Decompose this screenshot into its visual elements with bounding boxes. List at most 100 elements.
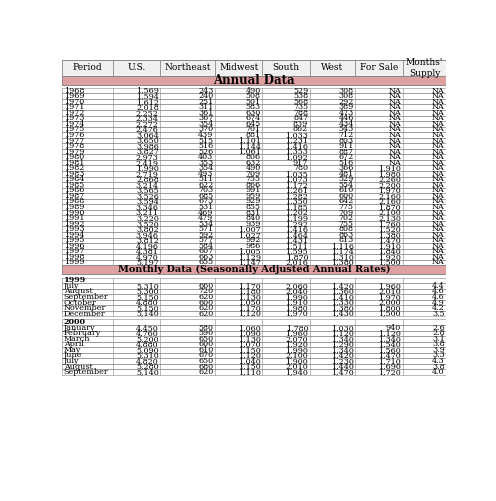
Bar (113, 154, 160, 160)
Text: December: December (63, 310, 105, 318)
Bar (262, 154, 310, 160)
Bar (62, 93, 113, 99)
Bar (113, 336, 160, 342)
Bar (310, 232, 355, 237)
Text: 538: 538 (293, 92, 308, 100)
Text: 2,160: 2,160 (378, 197, 401, 205)
Bar (310, 105, 355, 110)
Text: 839: 839 (293, 120, 308, 128)
Bar (160, 232, 215, 237)
Bar (62, 99, 113, 105)
Bar (403, 204, 446, 210)
Bar (62, 358, 113, 364)
Bar (62, 138, 113, 143)
Text: 1,120: 1,120 (378, 329, 401, 337)
Text: 600: 600 (198, 340, 213, 348)
Bar (215, 226, 262, 232)
Text: 620: 620 (198, 304, 213, 312)
Bar (310, 199, 355, 204)
Bar (403, 294, 446, 300)
Text: 1,360: 1,360 (331, 288, 354, 296)
Text: 1,970: 1,970 (286, 310, 308, 318)
Bar (262, 171, 310, 176)
Bar (62, 215, 113, 221)
Bar (160, 305, 215, 311)
Bar (113, 193, 160, 199)
Text: 240: 240 (198, 92, 213, 100)
Text: 881: 881 (246, 131, 261, 139)
Bar (403, 358, 446, 364)
Bar (355, 199, 403, 204)
Bar (355, 215, 403, 221)
Text: 4,970: 4,970 (136, 253, 159, 261)
Text: 1972: 1972 (63, 109, 84, 117)
Text: NA: NA (432, 109, 445, 117)
Text: 702: 702 (339, 214, 354, 222)
Bar (62, 364, 113, 369)
Text: 911: 911 (338, 142, 354, 150)
Text: 367: 367 (198, 114, 213, 122)
Bar (262, 358, 310, 364)
Bar (215, 260, 262, 265)
Bar (160, 260, 215, 265)
Text: 4.0: 4.0 (432, 368, 445, 376)
Bar (403, 260, 446, 265)
Bar (113, 182, 160, 188)
Bar (403, 215, 446, 221)
Bar (160, 278, 215, 283)
Bar (355, 165, 403, 171)
Text: 446: 446 (338, 114, 354, 122)
Bar (262, 127, 310, 132)
Text: 1,120: 1,120 (331, 329, 354, 337)
Text: 1,420: 1,420 (331, 282, 354, 290)
Text: 2.6: 2.6 (432, 324, 445, 332)
Text: NA: NA (388, 98, 401, 106)
Bar (62, 325, 113, 331)
Bar (62, 182, 113, 188)
Bar (355, 60, 403, 76)
Bar (160, 210, 215, 215)
Text: 3,220: 3,220 (136, 214, 159, 222)
Bar (113, 278, 160, 283)
Bar (160, 105, 215, 110)
Text: 1,180: 1,180 (238, 288, 261, 296)
Text: 516: 516 (198, 142, 213, 150)
Bar (160, 248, 215, 254)
Bar (62, 336, 113, 342)
Text: 1,040: 1,040 (238, 357, 261, 365)
Text: 490: 490 (246, 87, 261, 95)
Text: 515: 515 (198, 136, 213, 144)
Text: 1,035: 1,035 (286, 170, 308, 178)
Text: 1,282: 1,282 (285, 192, 308, 200)
Text: 701: 701 (246, 125, 261, 133)
Text: 529: 529 (293, 87, 308, 95)
Bar (310, 331, 355, 336)
Bar (403, 289, 446, 294)
Text: 554: 554 (339, 181, 354, 189)
Text: 2,334: 2,334 (136, 114, 159, 122)
Text: NA: NA (432, 192, 445, 200)
Bar (355, 154, 403, 160)
Text: 1,760: 1,760 (378, 219, 401, 227)
Bar (160, 325, 215, 331)
Bar (215, 294, 262, 300)
Text: 3,214: 3,214 (136, 181, 159, 189)
Bar (310, 311, 355, 316)
Bar (262, 320, 310, 325)
Text: 354: 354 (198, 164, 213, 172)
Text: 1,353: 1,353 (285, 148, 308, 156)
Bar (403, 105, 446, 110)
Text: 592: 592 (198, 231, 213, 239)
Text: 755: 755 (246, 175, 261, 183)
Text: 2,010: 2,010 (378, 288, 401, 296)
Text: 3,346: 3,346 (136, 203, 159, 211)
Text: NA: NA (432, 225, 445, 233)
Text: 1,910: 1,910 (285, 299, 308, 307)
Bar (113, 105, 160, 110)
Text: NA: NA (432, 142, 445, 150)
Text: 1969: 1969 (63, 92, 84, 100)
Bar (403, 138, 446, 143)
Bar (403, 165, 446, 171)
Text: 308: 308 (339, 92, 354, 100)
Bar (310, 289, 355, 294)
